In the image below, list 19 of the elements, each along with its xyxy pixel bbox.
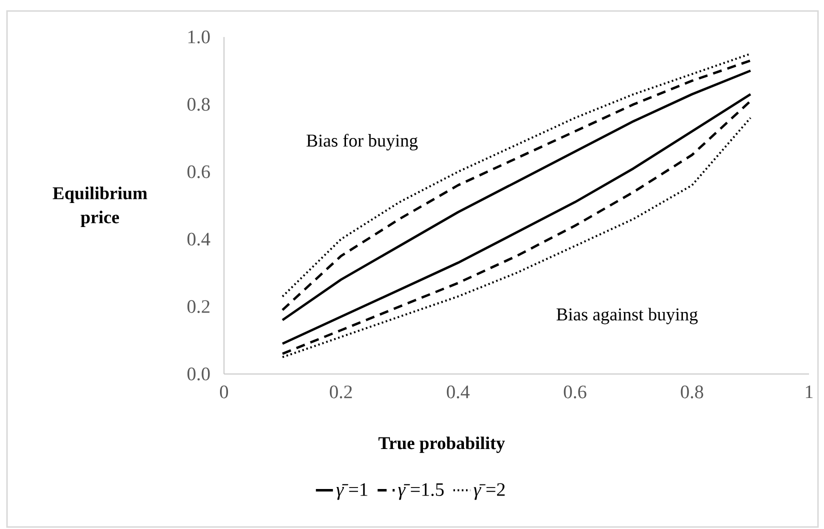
x-tick-label: 0.8 bbox=[680, 386, 704, 398]
y-axis-title: Equilibrium price bbox=[52, 186, 148, 227]
x-axis-title: True probability bbox=[378, 436, 505, 453]
y-tick-label: 0.8 bbox=[187, 98, 210, 111]
annotation: Bias for buying bbox=[306, 134, 418, 150]
x-tick-label: 1 bbox=[806, 386, 813, 398]
legend-label: γ̄=2 bbox=[474, 483, 505, 500]
y-tick-label: 1.0 bbox=[188, 30, 210, 44]
x-tick-label: 0 bbox=[220, 386, 228, 398]
y-tick-label: 0.0 bbox=[187, 368, 210, 380]
legend-label: γ̄=1 bbox=[336, 483, 368, 500]
y-tick-label: 0.6 bbox=[187, 165, 210, 178]
legend-label: γ̄=1.5 bbox=[398, 483, 444, 500]
x-tick-label: 0.4 bbox=[446, 386, 470, 398]
y-tick-label: 0.4 bbox=[187, 232, 210, 246]
y-tick-label: 0.2 bbox=[187, 300, 210, 314]
x-tick-label: 0.6 bbox=[564, 386, 586, 398]
annotation: Bias against buying bbox=[556, 308, 698, 324]
x-tick-label: 0.2 bbox=[330, 386, 352, 398]
